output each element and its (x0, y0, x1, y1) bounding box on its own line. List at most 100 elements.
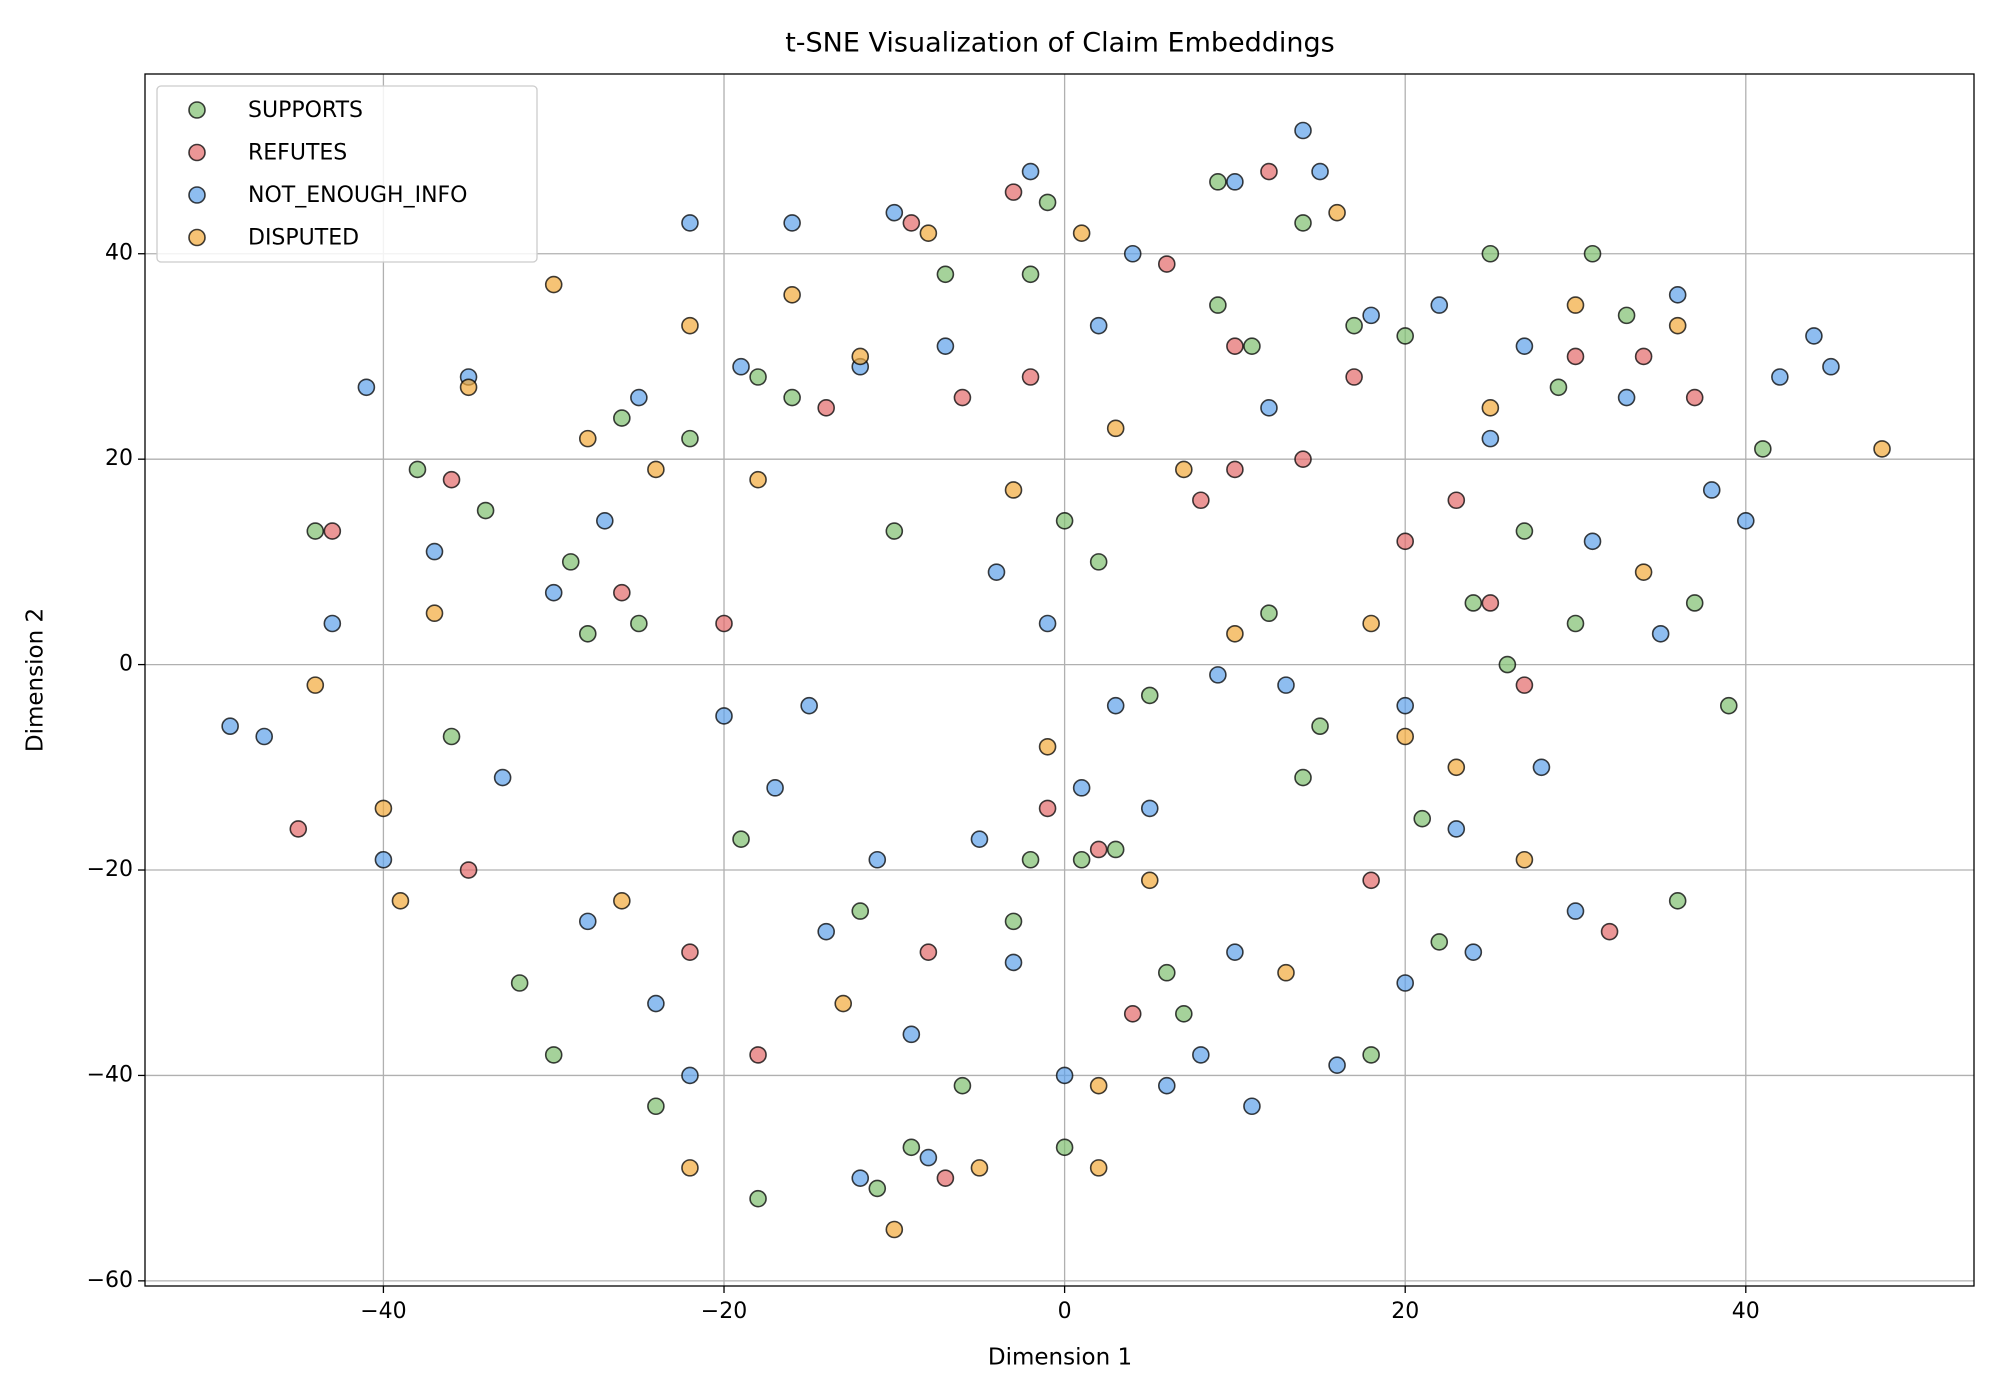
point (1583, 532, 1602, 551)
point (1737, 511, 1755, 530)
point (1396, 974, 1415, 992)
point (936, 337, 955, 355)
point (1192, 1046, 1210, 1064)
point (1004, 481, 1023, 499)
point (681, 316, 699, 335)
point (578, 624, 597, 643)
point (1566, 347, 1585, 366)
point (1430, 296, 1449, 314)
point (425, 542, 444, 561)
point (221, 717, 239, 736)
point (1243, 337, 1261, 355)
series-points (221, 121, 1840, 1187)
point (1617, 388, 1636, 407)
point (1481, 594, 1500, 612)
point (1515, 337, 1534, 355)
point (1481, 244, 1500, 263)
point (1021, 368, 1040, 386)
x-tick-label: −40 (360, 1299, 406, 1324)
point (289, 820, 308, 838)
legend-label: REFUTES (248, 141, 347, 166)
point (493, 768, 512, 787)
point (1362, 871, 1380, 890)
point (783, 286, 801, 304)
point (1294, 450, 1312, 468)
point (1175, 1005, 1193, 1023)
point (953, 1076, 972, 1095)
point (681, 1066, 699, 1085)
point (1140, 871, 1159, 890)
point (1634, 563, 1653, 581)
point (1209, 173, 1227, 191)
point (851, 347, 870, 366)
point (1464, 594, 1483, 612)
point (647, 1097, 665, 1116)
point (1038, 193, 1057, 212)
point (1634, 347, 1653, 366)
point (1464, 943, 1483, 961)
point (1515, 676, 1534, 694)
point (902, 1025, 921, 1044)
point (1157, 1076, 1176, 1095)
point (1668, 286, 1687, 304)
legend-marker (188, 228, 206, 247)
point (1362, 614, 1380, 633)
point (1396, 696, 1415, 715)
point (1038, 737, 1057, 756)
point (1004, 953, 1023, 972)
point (1089, 1159, 1108, 1177)
point (1873, 440, 1891, 458)
legend-box (156, 85, 538, 263)
point (885, 1220, 904, 1239)
point (817, 922, 835, 941)
point (374, 799, 393, 818)
point (732, 830, 750, 849)
point (1226, 460, 1244, 479)
x-tick-label: 40 (1732, 1299, 1760, 1324)
point (578, 912, 597, 931)
point (1345, 368, 1363, 386)
point (1055, 511, 1074, 530)
point (255, 727, 274, 746)
y-tick-label: 0 (119, 652, 133, 677)
point (1140, 799, 1159, 818)
point (408, 460, 427, 479)
point (544, 275, 563, 294)
point (1157, 963, 1176, 982)
point (681, 943, 699, 961)
point (766, 779, 784, 797)
legend-marker (188, 186, 206, 204)
point (425, 604, 444, 623)
point (1004, 912, 1023, 931)
point (1123, 244, 1142, 263)
point (1021, 265, 1040, 284)
point (596, 511, 614, 530)
point (1600, 922, 1619, 941)
point (1668, 316, 1687, 335)
point (1668, 892, 1687, 910)
point (919, 224, 938, 243)
point (851, 902, 870, 920)
point (1771, 368, 1789, 386)
point (1345, 316, 1363, 335)
point (1566, 902, 1585, 920)
point (783, 388, 801, 407)
point (1685, 594, 1704, 612)
point (374, 850, 393, 869)
point (1140, 686, 1159, 705)
point (936, 1169, 955, 1187)
point (1566, 614, 1585, 633)
point (953, 388, 972, 407)
point (647, 994, 665, 1013)
y-tick-label: −20 (87, 857, 133, 882)
x-axis-label: Dimension 1 (988, 1345, 1132, 1371)
point (885, 522, 904, 540)
y-tick-label: 20 (105, 446, 133, 471)
series-points (306, 173, 1772, 1208)
legend-marker (188, 101, 206, 119)
point (1294, 768, 1312, 787)
point (442, 727, 461, 746)
point (544, 583, 563, 602)
point (749, 368, 767, 386)
point (902, 1138, 921, 1157)
